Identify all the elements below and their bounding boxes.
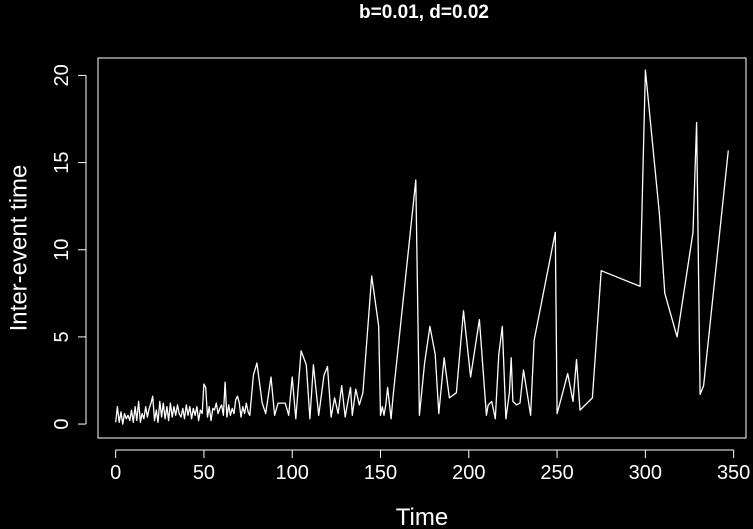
x-axis: 0 50 100 150 200 250 300 350 (110, 449, 750, 484)
chart-title: b=0.01, d=0.02 (359, 2, 489, 23)
y-tick-label: 5 (51, 331, 73, 342)
plot-area-frame (97, 57, 747, 439)
y-axis-title: Inter-event time (5, 165, 32, 332)
x-tick-label: 50 (193, 462, 215, 484)
y-tick-label: 10 (51, 239, 73, 261)
y-axis: 0 5 10 15 20 (51, 64, 87, 430)
series-group (115, 69, 729, 425)
x-tick-label: 300 (629, 462, 662, 484)
series-line (115, 69, 729, 425)
x-tick-label: 0 (110, 462, 121, 484)
x-tick-label: 150 (364, 462, 397, 484)
x-axis-title: Time (396, 504, 448, 529)
y-tick-label: 15 (51, 151, 73, 173)
y-tick-label: 20 (51, 64, 73, 86)
x-tick-label: 350 (717, 462, 750, 484)
y-tick-label: 0 (51, 418, 73, 429)
x-tick-label: 200 (452, 462, 485, 484)
x-tick-label: 250 (540, 462, 573, 484)
x-tick-label: 100 (276, 462, 309, 484)
